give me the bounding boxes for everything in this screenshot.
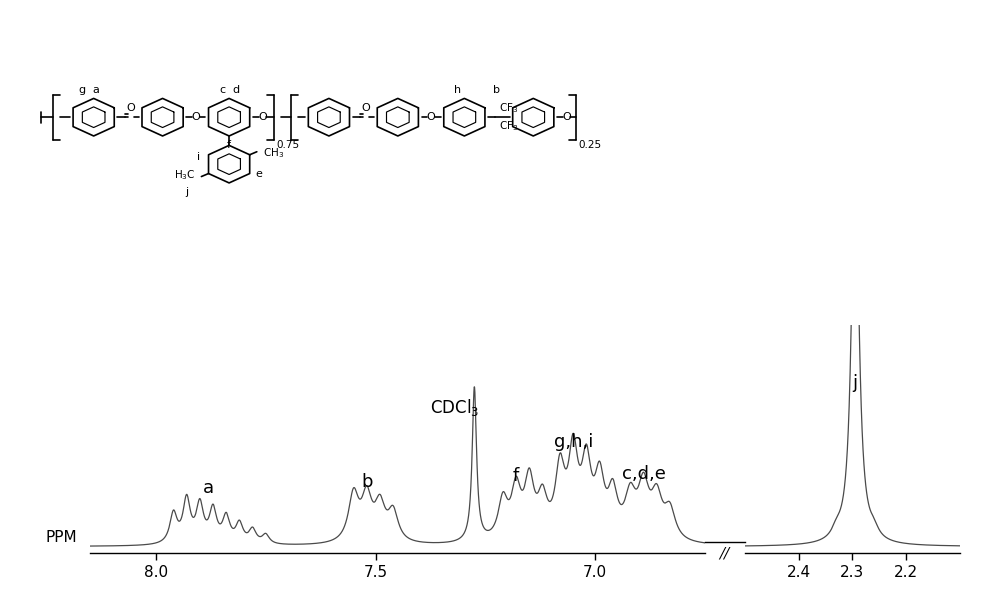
Text: b: b [361, 473, 373, 491]
Text: c: c [219, 85, 225, 94]
Text: c,d,e: c,d,e [622, 465, 665, 483]
Text: a: a [203, 480, 214, 498]
Text: CF$_3$: CF$_3$ [499, 120, 518, 133]
Text: g: g [78, 85, 85, 94]
Text: O: O [562, 112, 571, 122]
Text: 0.25: 0.25 [578, 141, 602, 150]
Text: CF$_3$: CF$_3$ [499, 101, 518, 115]
Text: e: e [255, 168, 262, 178]
Text: H$_3$C: H$_3$C [174, 168, 195, 182]
Text: g,h,i: g,h,i [554, 433, 593, 451]
Text: //: // [719, 546, 729, 560]
Text: CH$_3$: CH$_3$ [263, 146, 284, 160]
Text: PPM: PPM [45, 530, 77, 545]
Text: j: j [853, 374, 858, 392]
Text: O: O [362, 103, 370, 112]
Text: h: h [454, 85, 461, 94]
Text: O: O [258, 112, 267, 122]
Text: O: O [126, 103, 135, 112]
Text: 0.75: 0.75 [277, 141, 300, 150]
Text: O: O [427, 112, 435, 122]
Text: O: O [191, 112, 200, 122]
Text: f: f [513, 467, 519, 485]
Text: i: i [197, 151, 201, 162]
Text: b: b [493, 85, 500, 94]
Text: j: j [186, 187, 189, 197]
Text: d: d [233, 85, 240, 94]
Text: a: a [93, 85, 99, 94]
Text: f: f [227, 139, 231, 150]
Text: CDCl$_3$: CDCl$_3$ [430, 397, 479, 418]
